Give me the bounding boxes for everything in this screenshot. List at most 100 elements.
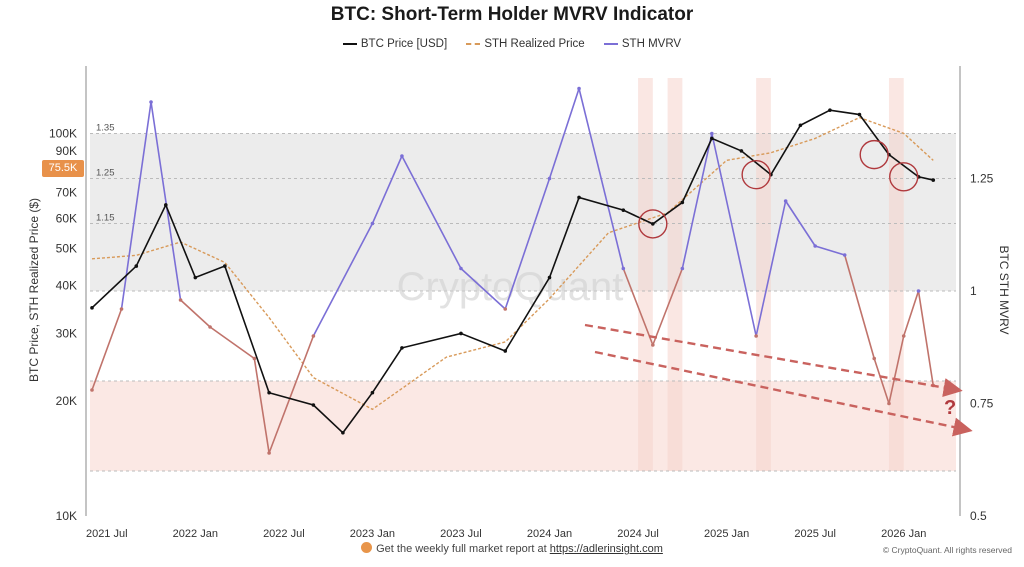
series-segment-mvrv [578,88,625,269]
series-line-price [91,109,934,434]
legend-item-realized[interactable]: STH Realized Price [466,38,585,50]
data-point-price [134,264,139,268]
y-axis-label-right: BTC STH MVRV [997,245,1011,334]
data-point-price [341,430,345,435]
series-segment-mvrv [681,133,713,269]
data-point-price [503,349,508,353]
series-segment-mvrv [150,101,182,301]
data-point-price [680,200,685,205]
y-tick-left: 100K [49,126,77,140]
data-point-mvrv [621,266,626,271]
data-point-price [223,264,227,268]
x-tick: 2023 Jan [350,528,395,540]
legend-item-price[interactable]: BTC Price [USD] [342,38,447,50]
data-point-mvrv [400,154,404,158]
data-point-mvrv [842,253,847,257]
series-segment-mvrv [814,245,845,256]
legend-swatch-price [342,42,357,45]
chart-title: BTC: Short-Term Holder MVRV Indicator [330,4,694,25]
series-segment-mvrv [548,88,580,179]
trend-arrow-1 [584,323,963,397]
series-segment-mvrv [755,200,787,337]
data-point-mvrv [311,334,316,338]
data-point-price [739,149,744,153]
y-tick-right: 0.5 [970,509,987,523]
trend-arrow-2 [594,350,973,437]
series-segment-mvrv [268,335,315,454]
data-point-price [163,203,168,207]
series-segment-mvrv [888,335,905,404]
y-tick-right: 1.25 [970,172,994,186]
x-tick: 2024 Jan [527,528,572,540]
x-tick: 2024 Jul [617,528,659,540]
series-segment-mvrv [843,254,875,359]
y-tick-right: 0.75 [970,397,994,411]
x-tick: 2025 Jan [704,528,749,540]
band-high [90,133,956,291]
series-segment-mvrv [91,308,123,391]
series-segment-mvrv [873,358,890,404]
y-tick-left: 60K [56,211,77,225]
data-point-price [547,275,552,280]
data-point-mvrv [178,298,183,302]
legend: BTC Price [USD] STH Realized Price STH M… [0,38,1024,50]
data-point-mvrv [119,307,124,311]
credit: © CryptoQuant. All rights reserved [882,545,1012,555]
shaded-period-1 [638,78,653,471]
watermark: CryptoQuant [397,265,624,309]
band-low [90,381,956,471]
x-tick: 2022 Jul [263,528,305,540]
series-segment-mvrv [460,267,506,310]
shaded-period-2 [667,78,683,471]
data-point-price [311,403,316,407]
y-tick-left: 40K [56,279,77,293]
legend-swatch-realized [466,42,481,45]
data-point-mvrv [651,343,655,347]
x-tick: 2025 Jul [794,528,836,540]
series-segment-mvrv [622,268,654,346]
data-point-price [828,108,832,112]
data-point-mvrv [783,199,788,203]
data-point-mvrv [90,388,94,392]
data-point-price [400,346,404,350]
data-point-mvrv [901,334,906,338]
data-point-mvrv [754,334,758,338]
series-segment-mvrv [652,268,684,346]
price-low-circle-4 [889,162,919,192]
footer-link[interactable]: https://adlerinsight.com [549,543,663,555]
series-segment-mvrv [312,223,374,337]
data-point-price [798,123,803,128]
band-label: 1.25 [96,168,115,179]
y-tick-left: 50K [56,242,77,256]
data-point-price [459,331,463,336]
footer: Get the weekly full market report at htt… [0,542,1024,555]
x-tick: 2026 Jan [881,528,926,540]
data-point-mvrv [459,266,463,271]
data-point-price [651,222,655,226]
series-line-realized [91,116,934,411]
current-price-badge: 75.5K [42,160,84,177]
series-segment-mvrv [253,358,270,454]
data-point-mvrv [149,100,153,104]
series-segment-mvrv [209,326,255,360]
data-point-mvrv [872,356,877,361]
series-segment-mvrv [401,155,462,269]
data-point-price [370,390,375,395]
data-point-mvrv [710,131,714,136]
coin-icon [361,542,373,553]
y-tick-left: 10K [56,509,77,523]
data-point-mvrv [916,289,921,293]
y-tick-left: 70K [56,186,77,200]
data-point-mvrv [813,244,817,248]
y-tick-left: 20K [56,394,77,408]
legend-swatch-mvrv [603,42,618,45]
series-segment-mvrv [902,290,920,337]
question-mark-annotation: ? [944,397,956,419]
series-segment-mvrv [371,155,403,224]
data-point-mvrv [577,86,581,91]
price-low-circle-2 [741,159,771,190]
price-low-circle-1 [638,209,668,239]
y-axis-label-left: BTC Price, STH Realized Price ($) [27,198,41,382]
legend-item-mvrv[interactable]: STH MVRV [603,38,681,50]
